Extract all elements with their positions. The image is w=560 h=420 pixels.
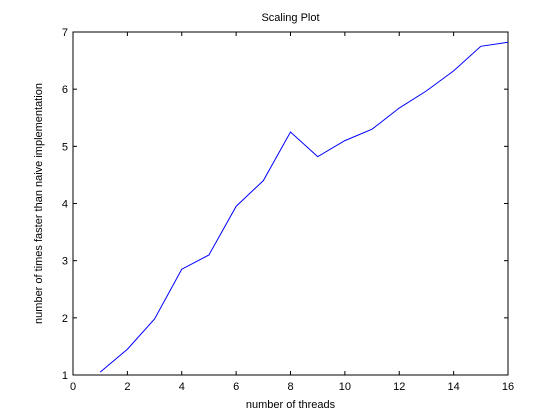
x-tick-label: 6 [233, 381, 239, 393]
x-tick-label: 14 [448, 381, 460, 393]
x-tick-label: 2 [124, 381, 130, 393]
x-tick-label: 0 [70, 381, 76, 393]
y-tick-label: 1 [62, 370, 68, 382]
x-tick-label: 8 [287, 381, 293, 393]
x-tick-label: 4 [179, 381, 185, 393]
x-axis-label: number of threads [246, 399, 336, 411]
y-tick-label: 3 [62, 256, 68, 268]
y-tick-label: 5 [62, 141, 68, 153]
x-tick-label: 12 [393, 381, 405, 393]
y-axis-label: number of times faster than naive implem… [33, 83, 45, 324]
y-tick-label: 6 [62, 84, 68, 96]
x-tick-label: 16 [502, 381, 514, 393]
y-tick-label: 4 [62, 199, 68, 211]
chart-title: Scaling Plot [261, 12, 319, 24]
y-tick-label: 7 [62, 27, 68, 39]
y-tick-label: 2 [62, 313, 68, 325]
plot-area [73, 32, 508, 375]
x-tick-label: 10 [339, 381, 351, 393]
